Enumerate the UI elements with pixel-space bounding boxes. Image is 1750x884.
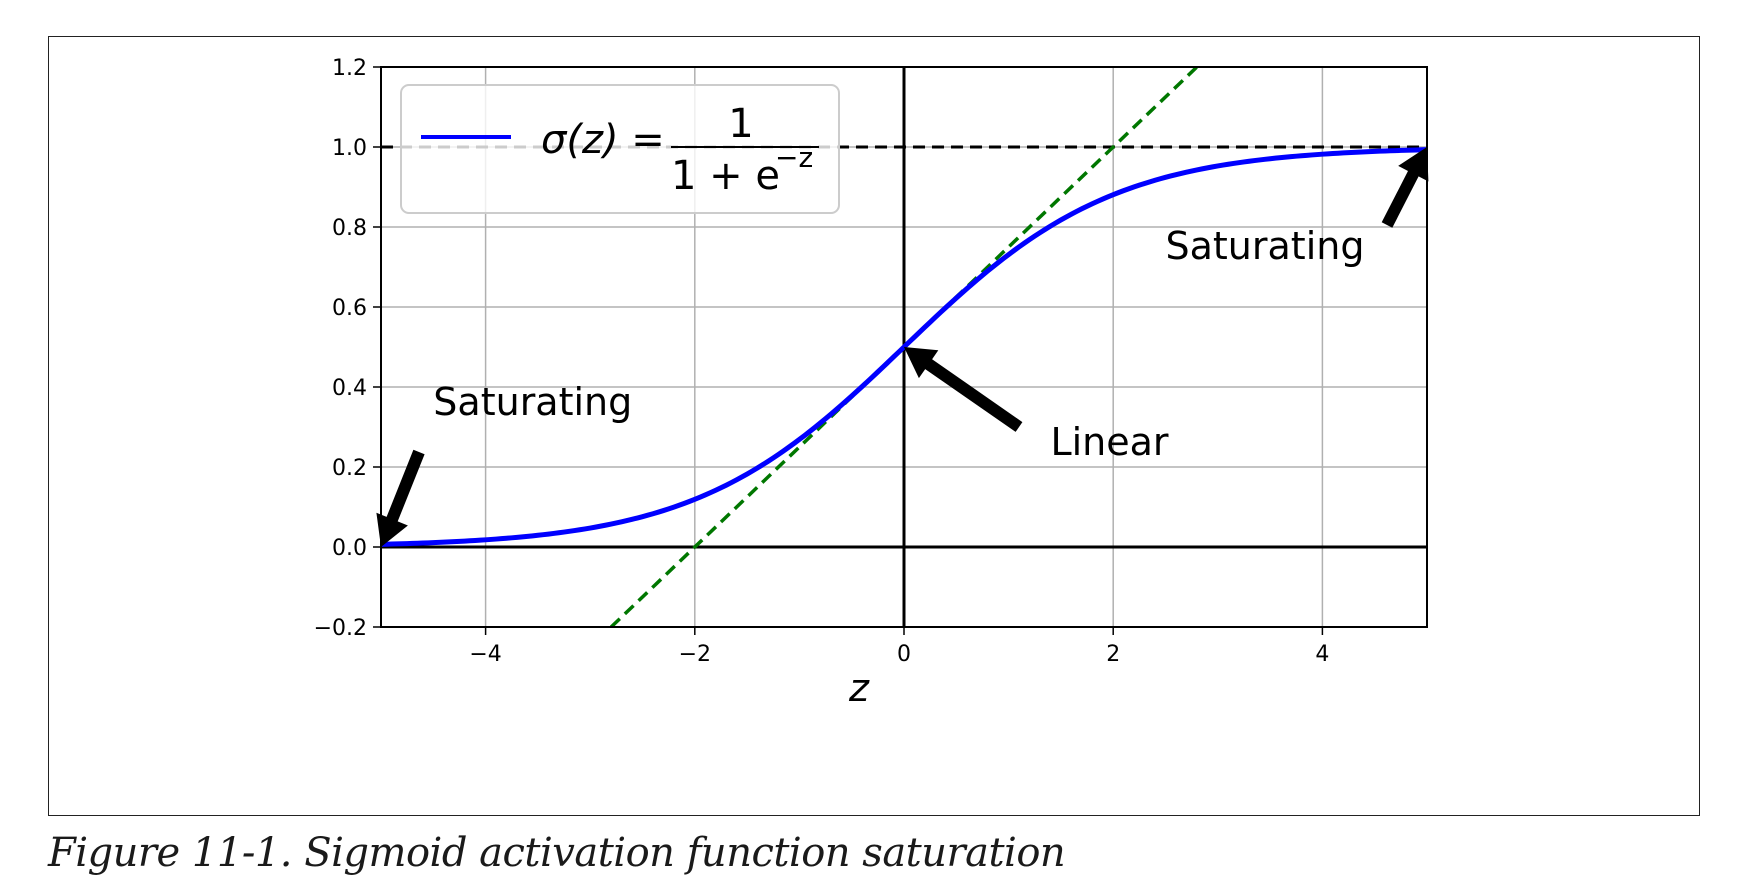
y-tick-label: 1.0 [332,136,367,161]
x-tick-label: 2 [1106,642,1120,667]
x-axis-label: z [848,666,870,710]
y-tick-label: 1.2 [332,56,367,81]
y-tick-label: 0.0 [332,536,367,561]
x-tick-label: −4 [469,642,501,667]
y-tick-label: 0.2 [332,456,367,481]
x-tick-label: −2 [679,642,711,667]
annotations: Saturating Saturating Linear [376,147,1429,547]
legend-numerator: 1 [728,101,753,147]
legend-denominator: 1 + e [671,153,780,199]
annotation-label: Linear [1050,420,1168,464]
figure-frame: −4 −2 0 2 4 −0.2 0.0 0.2 0.4 0.6 0.8 1.0 1.2 σ(z) = … [48,36,1700,816]
x-tick-label: 0 [897,642,911,667]
annotation-label: Saturating [1166,224,1365,268]
x-tick-label: 4 [1315,642,1329,667]
legend-box [400,84,840,214]
y-tick-label: 0.8 [332,216,367,241]
legend-denominator-exponent: −z [775,141,813,174]
annotation-label: Saturating [433,380,632,424]
figure-caption: Figure 11-1. Sigmoid activation function… [48,830,1066,876]
sigmoid-chart: −4 −2 0 2 4 −0.2 0.0 0.2 0.4 0.6 0.8 1.0 1.2 σ(z) = … [314,56,1429,710]
y-tick-label: −0.2 [314,616,367,641]
annotation-arrow [904,347,1023,432]
annotation-arrow [376,449,425,547]
y-tick-label: 0.6 [332,296,367,321]
y-tick-label: 0.4 [332,376,367,401]
legend: σ(z) = 1 1 + e −z [400,84,840,214]
tick-layer: −4 −2 0 2 4 −0.2 0.0 0.2 0.4 0.6 0.8 1.0 1.2 [314,56,1330,667]
annotation-arrow [1381,147,1429,228]
legend-lhs: σ(z) = [541,117,665,163]
